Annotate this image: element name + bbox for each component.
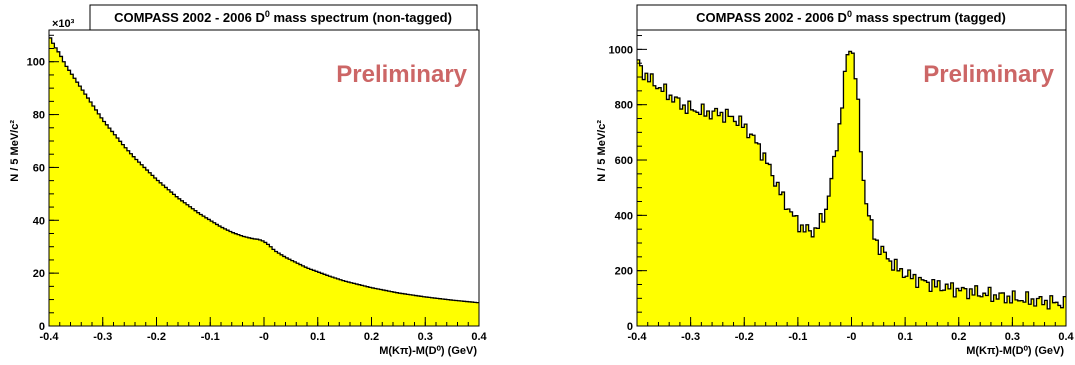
histogram-line-left: [49, 37, 479, 304]
y-ticks-left: 0 20 40 60 80 100: [27, 34, 59, 333]
x-tick-label: -0: [847, 331, 857, 343]
chart-title-left-main: COMPASS 2002 - 2006 D: [114, 10, 265, 25]
x-tick-label: 0.3: [1005, 331, 1020, 343]
y-tick-label: 400: [615, 210, 633, 222]
chart-title-right-sup: 0: [847, 9, 852, 19]
chart-right: -0.4 -0.3 -0.2 -0.1 -0 0.1 0.2 0.3 0.4 0 200 400 60…: [596, 4, 1075, 357]
x-tick-label: -0: [259, 331, 269, 343]
x-tick-label: 0.4: [471, 331, 487, 343]
x-tick-label: -0.2: [147, 331, 166, 343]
x-tick-label: -0.3: [681, 331, 700, 343]
chart-title-left-sup: 0: [265, 9, 270, 19]
x-tick-label: -0.2: [735, 331, 754, 343]
x-tick-label: -0.4: [628, 331, 648, 343]
histogram-fill-right: [637, 51, 1066, 327]
preliminary-label-left: Preliminary: [336, 61, 467, 88]
y-tick-label: 20: [33, 268, 45, 280]
chart-title-left: COMPASS 2002 - 2006 D0 mass spectrum (no…: [114, 9, 452, 25]
chart-left: -0.4 -0.3 -0.2 -0.1 -0 0.1 0.2 0.3 0.4 0 20 40 60 80…: [9, 4, 488, 357]
y-tick-label: 0: [627, 321, 633, 333]
chart-title-right-main: COMPASS 2002 - 2006 D: [696, 10, 847, 25]
title-box-left: [89, 4, 478, 31]
x-tick-label: -0.1: [201, 331, 220, 343]
y-tick-label: 40: [33, 215, 45, 227]
y-multiplier-left: ×10³: [52, 18, 75, 30]
y-tick-label: 600: [615, 155, 633, 167]
x-tick-label: 0.4: [1058, 331, 1074, 343]
x-tick-label: 0.2: [951, 331, 966, 343]
x-tick-label: 0.1: [897, 331, 912, 343]
x-axis-title-left: M(Kπ)-M(D⁰) (GeV): [379, 345, 477, 357]
chart-title-right: COMPASS 2002 - 2006 D0 mass spectrum (ta…: [696, 9, 1006, 25]
preliminary-label-right: Preliminary: [923, 61, 1054, 88]
x-tick-label: -0.4: [40, 331, 60, 343]
x-tick-label: 0.2: [364, 331, 379, 343]
x-ticks-right: -0.4 -0.3 -0.2 -0.1 -0 0.1 0.2 0.3 0.4: [628, 317, 1075, 343]
x-tick-label: -0.1: [788, 331, 807, 343]
y-tick-label: 0: [39, 321, 45, 333]
x-tick-label: -0.3: [93, 331, 112, 343]
title-box-right: [636, 4, 1067, 31]
y-axis-title-left: N / 5 MeV/c²: [9, 120, 21, 182]
histogram-fill-left: [49, 37, 479, 327]
y-axis-title-right: N / 5 MeV/c²: [596, 120, 608, 182]
histogram-line-right: [637, 50, 1066, 310]
y-tick-label: 100: [27, 57, 45, 69]
x-axis-title-right: M(Kπ)-M(D⁰) (GeV): [966, 345, 1064, 357]
y-tick-label: 800: [615, 100, 633, 112]
chart-title-right-rest: mass spectrum (tagged): [852, 10, 1006, 25]
y-ticks-right: 0 200 400 600 800 1000: [609, 35, 647, 333]
y-tick-label: 1000: [609, 44, 633, 56]
x-tick-label: 0.1: [310, 331, 325, 343]
x-tick-label: 0.3: [418, 331, 433, 343]
y-tick-label: 60: [33, 162, 45, 174]
y-tick-label: 200: [615, 266, 633, 278]
y-tick-label: 80: [33, 110, 45, 122]
x-ticks-left: -0.4 -0.3 -0.2 -0.1 -0 0.1 0.2 0.3 0.4: [40, 317, 488, 343]
chart-title-left-rest: mass spectrum (non-tagged): [270, 10, 452, 25]
